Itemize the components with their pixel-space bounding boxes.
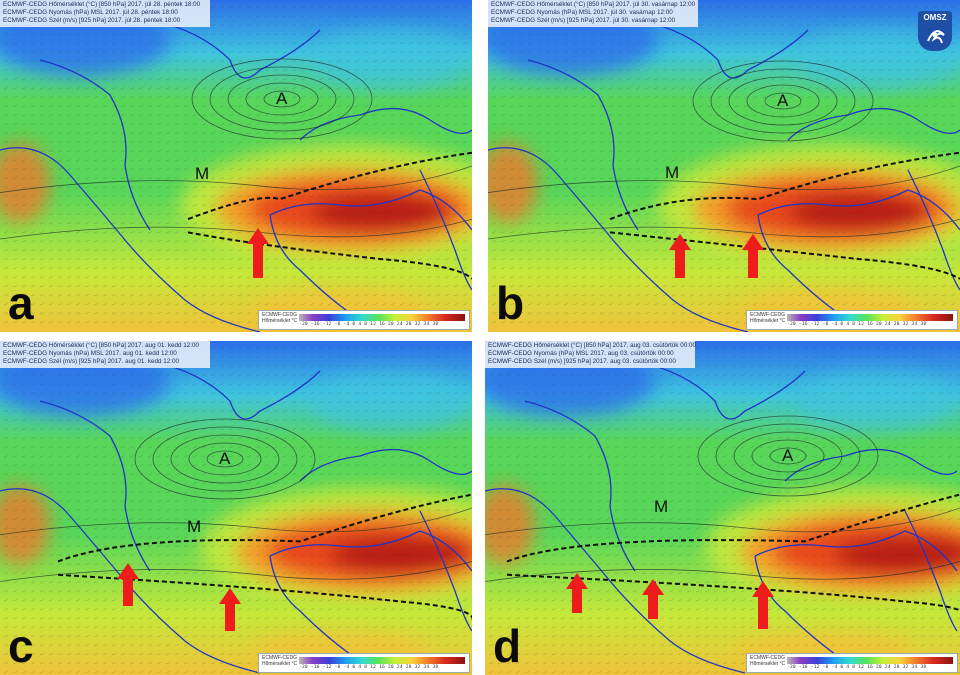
- legend-ticks: -20 -16 -12 -8 -4 0 4 8 12 16 20 24 28 3…: [299, 665, 439, 670]
- temperature-map: [0, 0, 472, 332]
- coastlines: [0, 19, 472, 332]
- legend-color-bar: [787, 657, 953, 664]
- header-line: ECMWF-CEDG Hőmérséklet (°C) [850 hPa] 20…: [491, 1, 696, 8]
- temperature-map: [485, 341, 960, 675]
- legend-ticks: -20 -16 -12 -8 -4 0 4 8 12 16 20 24 28 3…: [299, 322, 439, 327]
- header-line: ECMWF-CEDG Nyomás (hPa) MSL 2017. júl 30…: [491, 9, 673, 16]
- high-pressure-label: A: [782, 446, 794, 465]
- temperature-map: [488, 0, 960, 332]
- header-line: ECMWF-CEDG Nyomás (hPa) MSL 2017. júl 28…: [3, 9, 178, 16]
- red-arrow-icon: [566, 573, 588, 613]
- header-line: ECMWF-CEDG Szél (m/s) [925 hPa] 2017. au…: [488, 358, 676, 365]
- temperature-contour: [609, 231, 960, 280]
- temperature-contour: [506, 573, 960, 622]
- temperature-contour: [609, 151, 960, 221]
- low-pressure-label: M: [654, 497, 669, 516]
- heat-area: [0, 346, 472, 672]
- low-pressure-label: M: [665, 163, 680, 182]
- low-pressure-label: M: [187, 517, 202, 536]
- red-arrow-icon: [117, 563, 139, 606]
- color-legend: ECMWF-CEDG Hőmérséklet °C -20 -16 -12 -8 …: [258, 310, 470, 330]
- red-arrow-icon: [642, 579, 664, 619]
- header-line: ECMWF-CEDG Nyomás (hPa) MSL 2017. aug 03…: [488, 350, 674, 357]
- map-header: ECMWF-CEDG Hőmérséklet (°C) [850 hPa] 20…: [488, 0, 698, 27]
- color-legend: ECMWF-CEDG Hőmérséklet °C -20 -16 -12 -8 …: [746, 310, 958, 330]
- color-legend: ECMWF-CEDG Hőmérséklet °C -20 -16 -12 -8 …: [746, 653, 958, 673]
- high-pressure-label: A: [777, 91, 789, 110]
- legend-color-bar: [787, 314, 953, 321]
- legend-ticks: -20 -16 -12 -8 -4 0 4 8 12 16 20 24 28 3…: [787, 322, 927, 327]
- isobars: [0, 418, 472, 582]
- map-panel-d: ECMWF-CEDG Hőmérséklet (°C) [850 hPa] 20…: [485, 341, 960, 675]
- legend-title: ECMWF-CEDG Hőmérséklet °C: [262, 312, 298, 324]
- swirl-icon: [927, 30, 945, 44]
- map-header: ECMWF-CEDG Hőmérséklet (°C) [850 hPa] 20…: [0, 341, 210, 368]
- panel-letter: c: [8, 620, 34, 672]
- temperature-contour: [187, 231, 472, 280]
- legend-title: ECMWF-CEDG Hőmérséklet °C: [262, 655, 298, 667]
- high-pressure-label: A: [219, 449, 231, 468]
- header-line: ECMWF-CEDG Hőmérséklet (°C) [850 hPa] 20…: [488, 342, 696, 349]
- red-arrow-icon: [669, 234, 691, 278]
- map-panel-a: ECMWF-CEDG Hőmérséklet (°C) [850 hPa] 20…: [0, 0, 472, 332]
- high-pressure-label: A: [276, 89, 288, 108]
- map-panel-c: ECMWF-CEDG Hőmérséklet (°C) [850 hPa] 20…: [0, 341, 472, 675]
- header-line: ECMWF-CEDG Hőmérséklet (°C) [850 hPa] 20…: [3, 342, 200, 349]
- header-line: ECMWF-CEDG Hőmérséklet (°C) [850 hPa] 20…: [3, 1, 201, 8]
- header-line: ECMWF-CEDG Nyomás (hPa) MSL 2017. aug 01…: [3, 350, 177, 357]
- low-pressure-label: M: [195, 164, 210, 183]
- map-panel-b: ECMWF-CEDG Hőmérséklet (°C) [850 hPa] 20…: [488, 0, 960, 332]
- temperature-contour: [57, 573, 472, 622]
- red-arrow-icon: [752, 581, 774, 629]
- map-header: ECMWF-CEDG Hőmérséklet (°C) [850 hPa] 20…: [485, 341, 696, 368]
- legend-color-bar: [299, 657, 465, 664]
- red-arrow-icon: [247, 228, 269, 278]
- header-line: ECMWF-CEDG Szél (m/s) [925 hPa] 2017. au…: [3, 358, 180, 365]
- color-legend: ECMWF-CEDG Hőmérséklet °C -20 -16 -12 -8 …: [258, 653, 470, 673]
- temperature-contour: [57, 493, 472, 563]
- header-line: ECMWF-CEDG Szél (m/s) [925 hPa] 2017. jú…: [491, 17, 676, 24]
- logo-text: OMSZ: [923, 13, 947, 22]
- panel-letter: d: [493, 620, 522, 672]
- legend-title: ECMWF-CEDG Hőmérséklet °C: [750, 312, 786, 324]
- isobars: [488, 60, 960, 240]
- header-line: ECMWF-CEDG Szél (m/s) [925 hPa] 2017. jú…: [3, 17, 181, 24]
- coastlines: [488, 19, 960, 332]
- temperature-contour: [506, 493, 960, 563]
- omsz-logo: OMSZ: [918, 11, 952, 51]
- red-arrow-icon: [742, 234, 764, 278]
- legend-title: ECMWF-CEDG Hőmérséklet °C: [750, 655, 786, 667]
- map-header: ECMWF-CEDG Hőmérséklet (°C) [850 hPa] 20…: [0, 0, 210, 27]
- panel-letter: b: [496, 277, 525, 329]
- temperature-map: [0, 341, 472, 675]
- red-arrow-icon: [219, 588, 241, 631]
- panel-letter: a: [8, 277, 34, 329]
- isobars: [485, 415, 960, 582]
- coastlines: [485, 360, 958, 674]
- wind-barbs: [491, 6, 956, 324]
- legend-color-bar: [299, 314, 465, 321]
- legend-ticks: -20 -16 -12 -8 -4 0 4 8 12 16 20 24 28 3…: [787, 665, 927, 670]
- temperature-contour: [187, 151, 472, 221]
